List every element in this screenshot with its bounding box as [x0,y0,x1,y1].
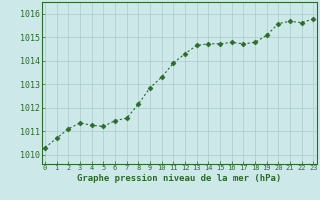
X-axis label: Graphe pression niveau de la mer (hPa): Graphe pression niveau de la mer (hPa) [77,174,281,183]
